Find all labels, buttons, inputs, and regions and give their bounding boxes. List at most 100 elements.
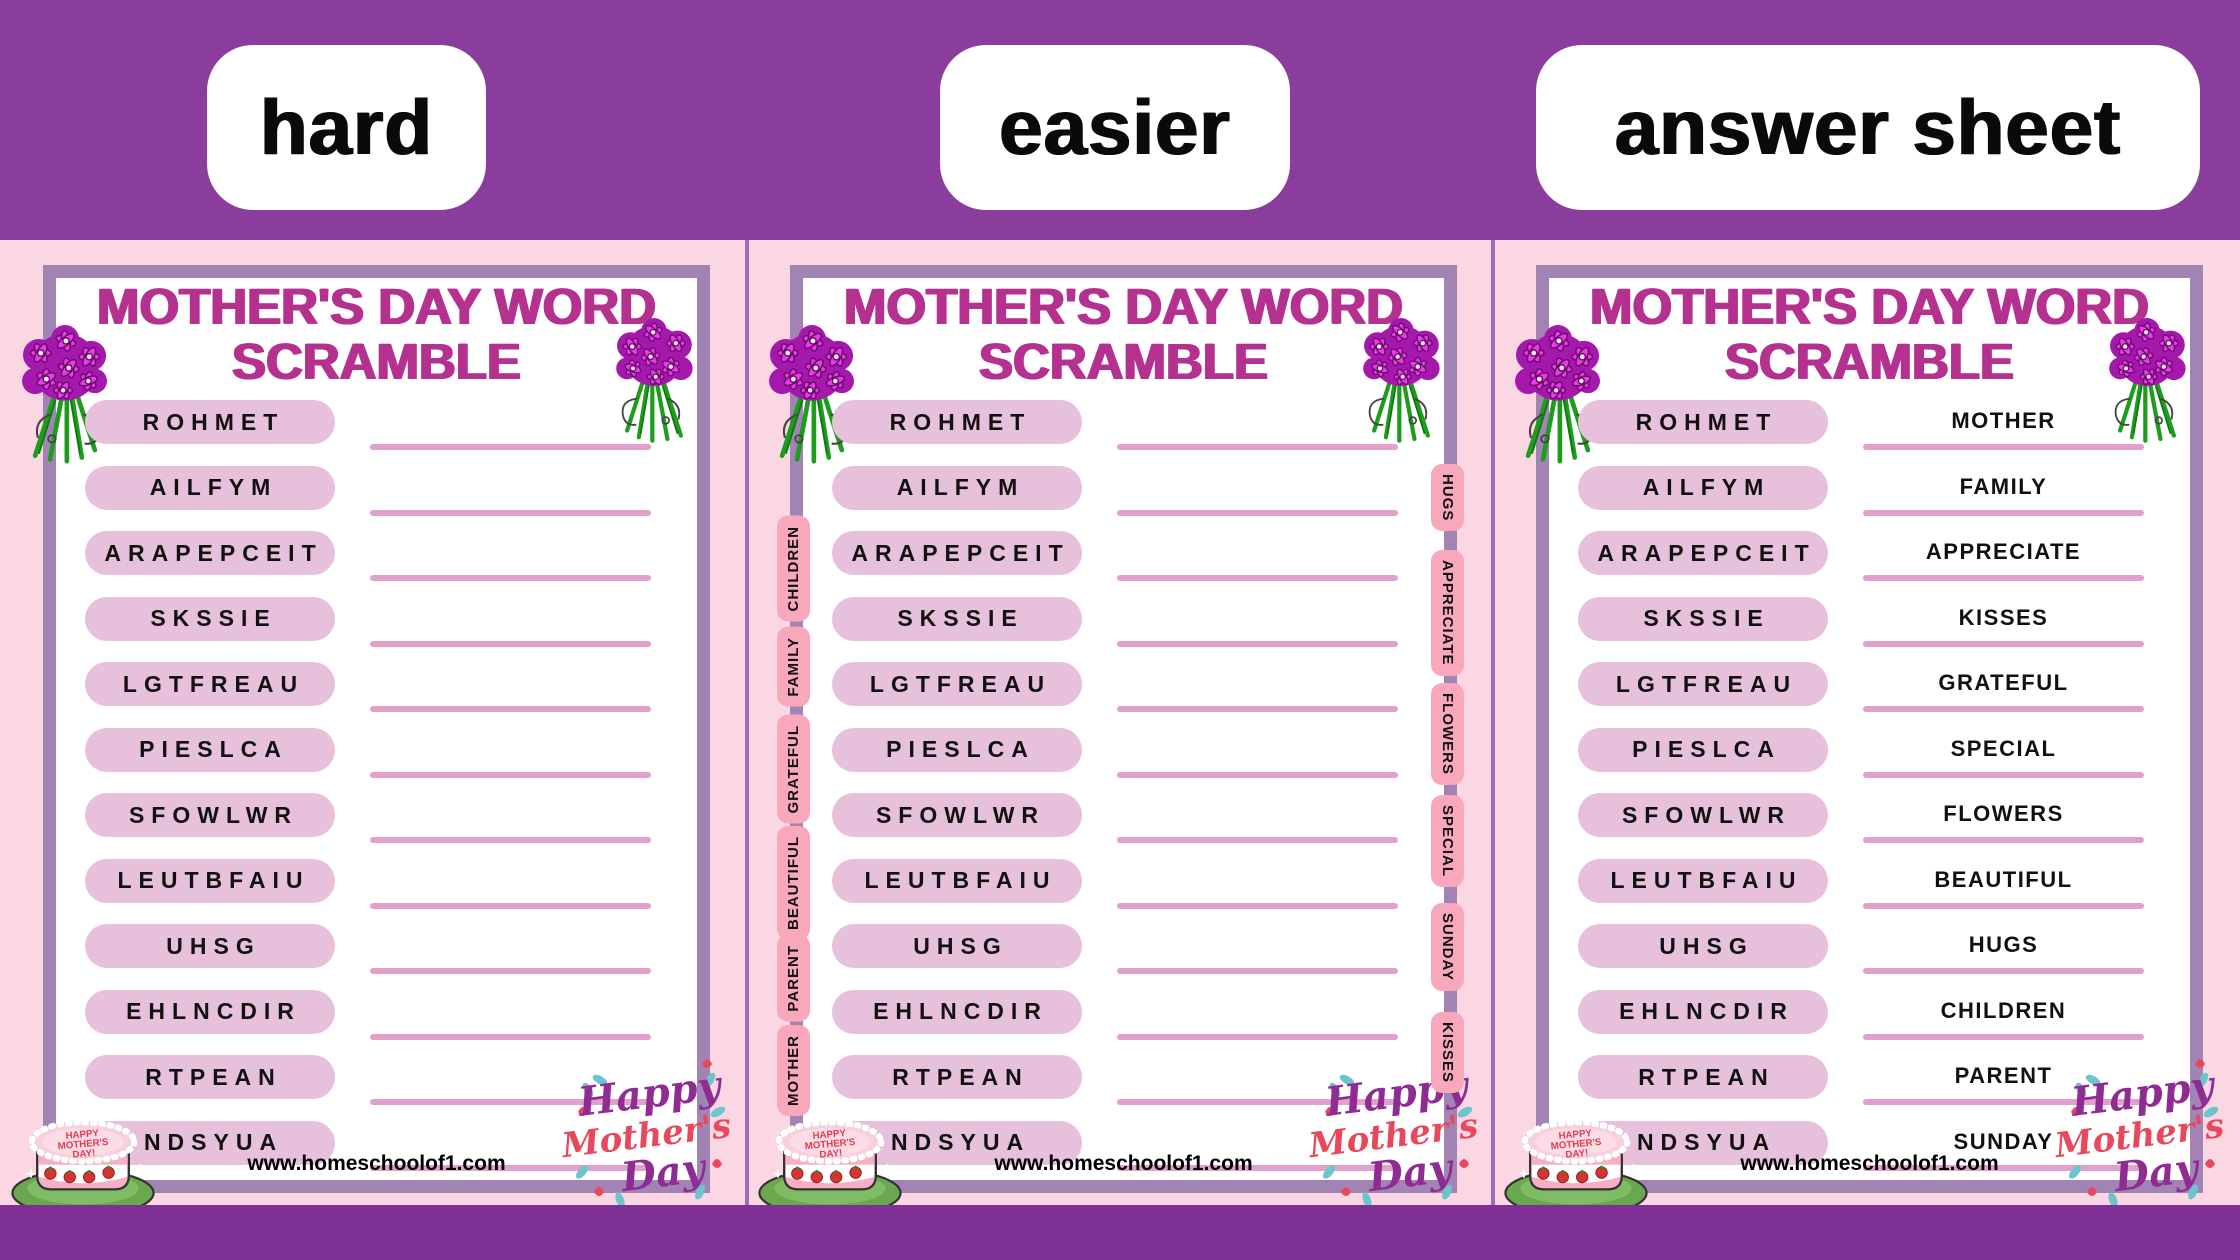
bottom-bar	[0, 1205, 2240, 1260]
scrambled-word-pill: ROHMET	[1578, 400, 1828, 444]
answer-line	[1117, 1164, 1398, 1171]
answer-word: FAMILY	[1959, 473, 2048, 499]
answer-line	[1117, 771, 1398, 778]
scrambled-word-pill: LEUTBFAIU	[85, 858, 335, 903]
worksheet-title: MOTHER'S DAY WORD SCRAMBLE	[1549, 278, 2190, 390]
answer-line	[370, 1033, 651, 1040]
answer-line	[370, 837, 651, 843]
scrambled-word-pill: ROHMET	[85, 400, 335, 444]
scrambled-word-pill: EHLNCDIR	[85, 989, 335, 1034]
scramble-row: EHLNCDIR	[747, 989, 1494, 1042]
word-bank-tab: SPECIAL	[1431, 795, 1464, 888]
answer-line	[1117, 575, 1398, 581]
scramble-row: EHLNCDIR	[0, 989, 747, 1042]
scrambled-word-pill: SFOWLWR	[1578, 793, 1828, 837]
answer-word: PARENT	[1954, 1063, 2053, 1088]
answer-line	[1117, 1033, 1398, 1040]
scramble-row: ROHMET MOTHER	[1493, 400, 2240, 452]
scramble-row: ARAPEPCEIT	[0, 531, 747, 583]
answer-line	[1863, 444, 2144, 450]
word-bank-tab: CHILDREN	[777, 516, 810, 622]
website-url: www.homeschoolof1.com	[247, 1152, 506, 1175]
scramble-row: LEUTBFAIU	[747, 858, 1494, 911]
scramble-row: SFOWLWR	[747, 793, 1494, 845]
scrambled-word-pill: SKSSIE	[1578, 596, 1828, 641]
scramble-row: AILFYM	[747, 465, 1494, 518]
scrambled-word-pill: LGTFREAU	[832, 662, 1082, 706]
answer-line	[370, 968, 651, 974]
scrambled-word-pill: UHSG	[1578, 924, 1828, 968]
answer-line	[1863, 771, 2144, 778]
scrambled-word-pill: PIESLCA	[832, 727, 1082, 772]
scrambled-word-pill: AILFYM	[85, 465, 335, 510]
word-bank-tab: APPRECIATE	[1431, 550, 1464, 676]
worksheets-area: MOTHER'S DAY WORD SCRAMBLE ROHMET AILFYM A…	[0, 240, 2240, 1217]
scramble-row: SKSSIE	[0, 596, 747, 649]
difficulty-label-easier: easier	[940, 45, 1290, 210]
answer-line	[1863, 509, 2144, 516]
answer-line	[370, 444, 651, 450]
word-bank-tab: KISSES	[1431, 1012, 1464, 1094]
title-line-2: SCRAMBLE	[1725, 332, 2014, 390]
scrambled-word-pill: RTPEAN	[1578, 1055, 1828, 1099]
answer-line	[370, 1164, 651, 1171]
answer-word: SPECIAL	[1950, 735, 2057, 761]
scramble-rows: ROHMET MOTHER AILFYM FAMILY ARAPEPCEIT APPREC…	[1493, 400, 2240, 1190]
answer-line	[1863, 968, 2144, 974]
answer-line	[1863, 1164, 2144, 1171]
answer-line	[1117, 706, 1398, 712]
answer-line	[370, 509, 651, 516]
answer-line	[1863, 706, 2144, 712]
scrambled-word-pill: UHSG	[85, 924, 335, 968]
difficulty-label-hard: hard	[207, 45, 486, 210]
worksheet-title: MOTHER'S DAY WORD SCRAMBLE	[803, 279, 1444, 389]
answer-line	[370, 771, 651, 778]
scrambled-word-pill: PIESLCA	[1578, 727, 1828, 772]
scrambled-word-pill: ARAPEPCEIT	[85, 531, 335, 575]
scramble-rows: ROHMET AILFYM ARAPEPCEIT SKSSIE LGTFREAU PIES…	[0, 400, 747, 1190]
cake-text-line: DAY!	[819, 1148, 843, 1161]
word-bank-tab: FLOWERS	[1431, 683, 1464, 785]
answer-line	[1863, 902, 2144, 909]
top-banner: hard easier answer sheet	[0, 0, 2240, 240]
scramble-rows: ROHMET AILFYM ARAPEPCEIT SKSSIE LGTFREAU PIES…	[747, 400, 1494, 1190]
scramble-row: ARAPEPCEIT	[747, 531, 1494, 583]
cake-text-line: HAPPY	[65, 1128, 100, 1142]
answer-line	[1117, 509, 1398, 516]
scramble-row: AILFYM	[0, 465, 747, 518]
cake-text-line: DAY!	[1565, 1148, 1589, 1161]
answer-line	[1117, 640, 1398, 647]
scrambled-word-pill: SFOWLWR	[85, 793, 335, 837]
scrambled-word-pill: EHLNCDIR	[832, 989, 1082, 1034]
scramble-row: UHSG	[0, 924, 747, 976]
scrambled-word-pill: ARAPEPCEIT	[1578, 531, 1828, 575]
scramble-row: RTPEAN	[0, 1055, 747, 1107]
scrambled-word-pill: ARAPEPCEIT	[832, 531, 1082, 575]
scrambled-word-pill: UHSG	[832, 924, 1082, 968]
answer-line	[1863, 640, 2144, 647]
scramble-row: EHLNCDIR CHILDREN	[1493, 989, 2240, 1042]
scramble-row: LEUTBFAIU	[0, 858, 747, 911]
word-bank-tab: BEAUTIFUL	[777, 826, 810, 940]
scramble-row: SFOWLWR	[0, 793, 747, 845]
worksheet-easier: MOTHER'S DAY WORD SCRAMBLE ROHMET AILFYM A…	[747, 240, 1494, 1217]
scrambled-word-pill: EHLNCDIR	[1578, 989, 1828, 1034]
scrambled-word-pill: SFOWLWR	[832, 793, 1082, 837]
happy-mothers-day-script: Happy Mother's Day	[560, 1059, 732, 1208]
title-line-1: MOTHER'S DAY WORD	[1589, 278, 2149, 335]
scrambled-word-pill: AILFYM	[1578, 465, 1828, 510]
answer-word: BEAUTIFUL	[1934, 866, 2073, 892]
scramble-row: AILFYM FAMILY	[1493, 465, 2240, 518]
difficulty-label-text: hard	[259, 83, 434, 171]
cake-text-line: MOTHER'S	[1550, 1137, 1602, 1152]
scrambled-word-pill: LGTFREAU	[1578, 662, 1828, 706]
cake-text-line: DAY!	[72, 1148, 96, 1161]
answer-line	[370, 1099, 651, 1105]
scramble-row: UHSG	[747, 924, 1494, 976]
answer-line	[1117, 1099, 1398, 1105]
scramble-row: LGTFREAU	[0, 662, 747, 714]
cake-text-line: MOTHER'S	[804, 1137, 856, 1152]
website-url: www.homeschoolof1.com	[1740, 1152, 1999, 1175]
scrambled-word-pill: LEUTBFAIU	[832, 858, 1082, 903]
scrambled-word-pill: RTPEAN	[85, 1055, 335, 1099]
